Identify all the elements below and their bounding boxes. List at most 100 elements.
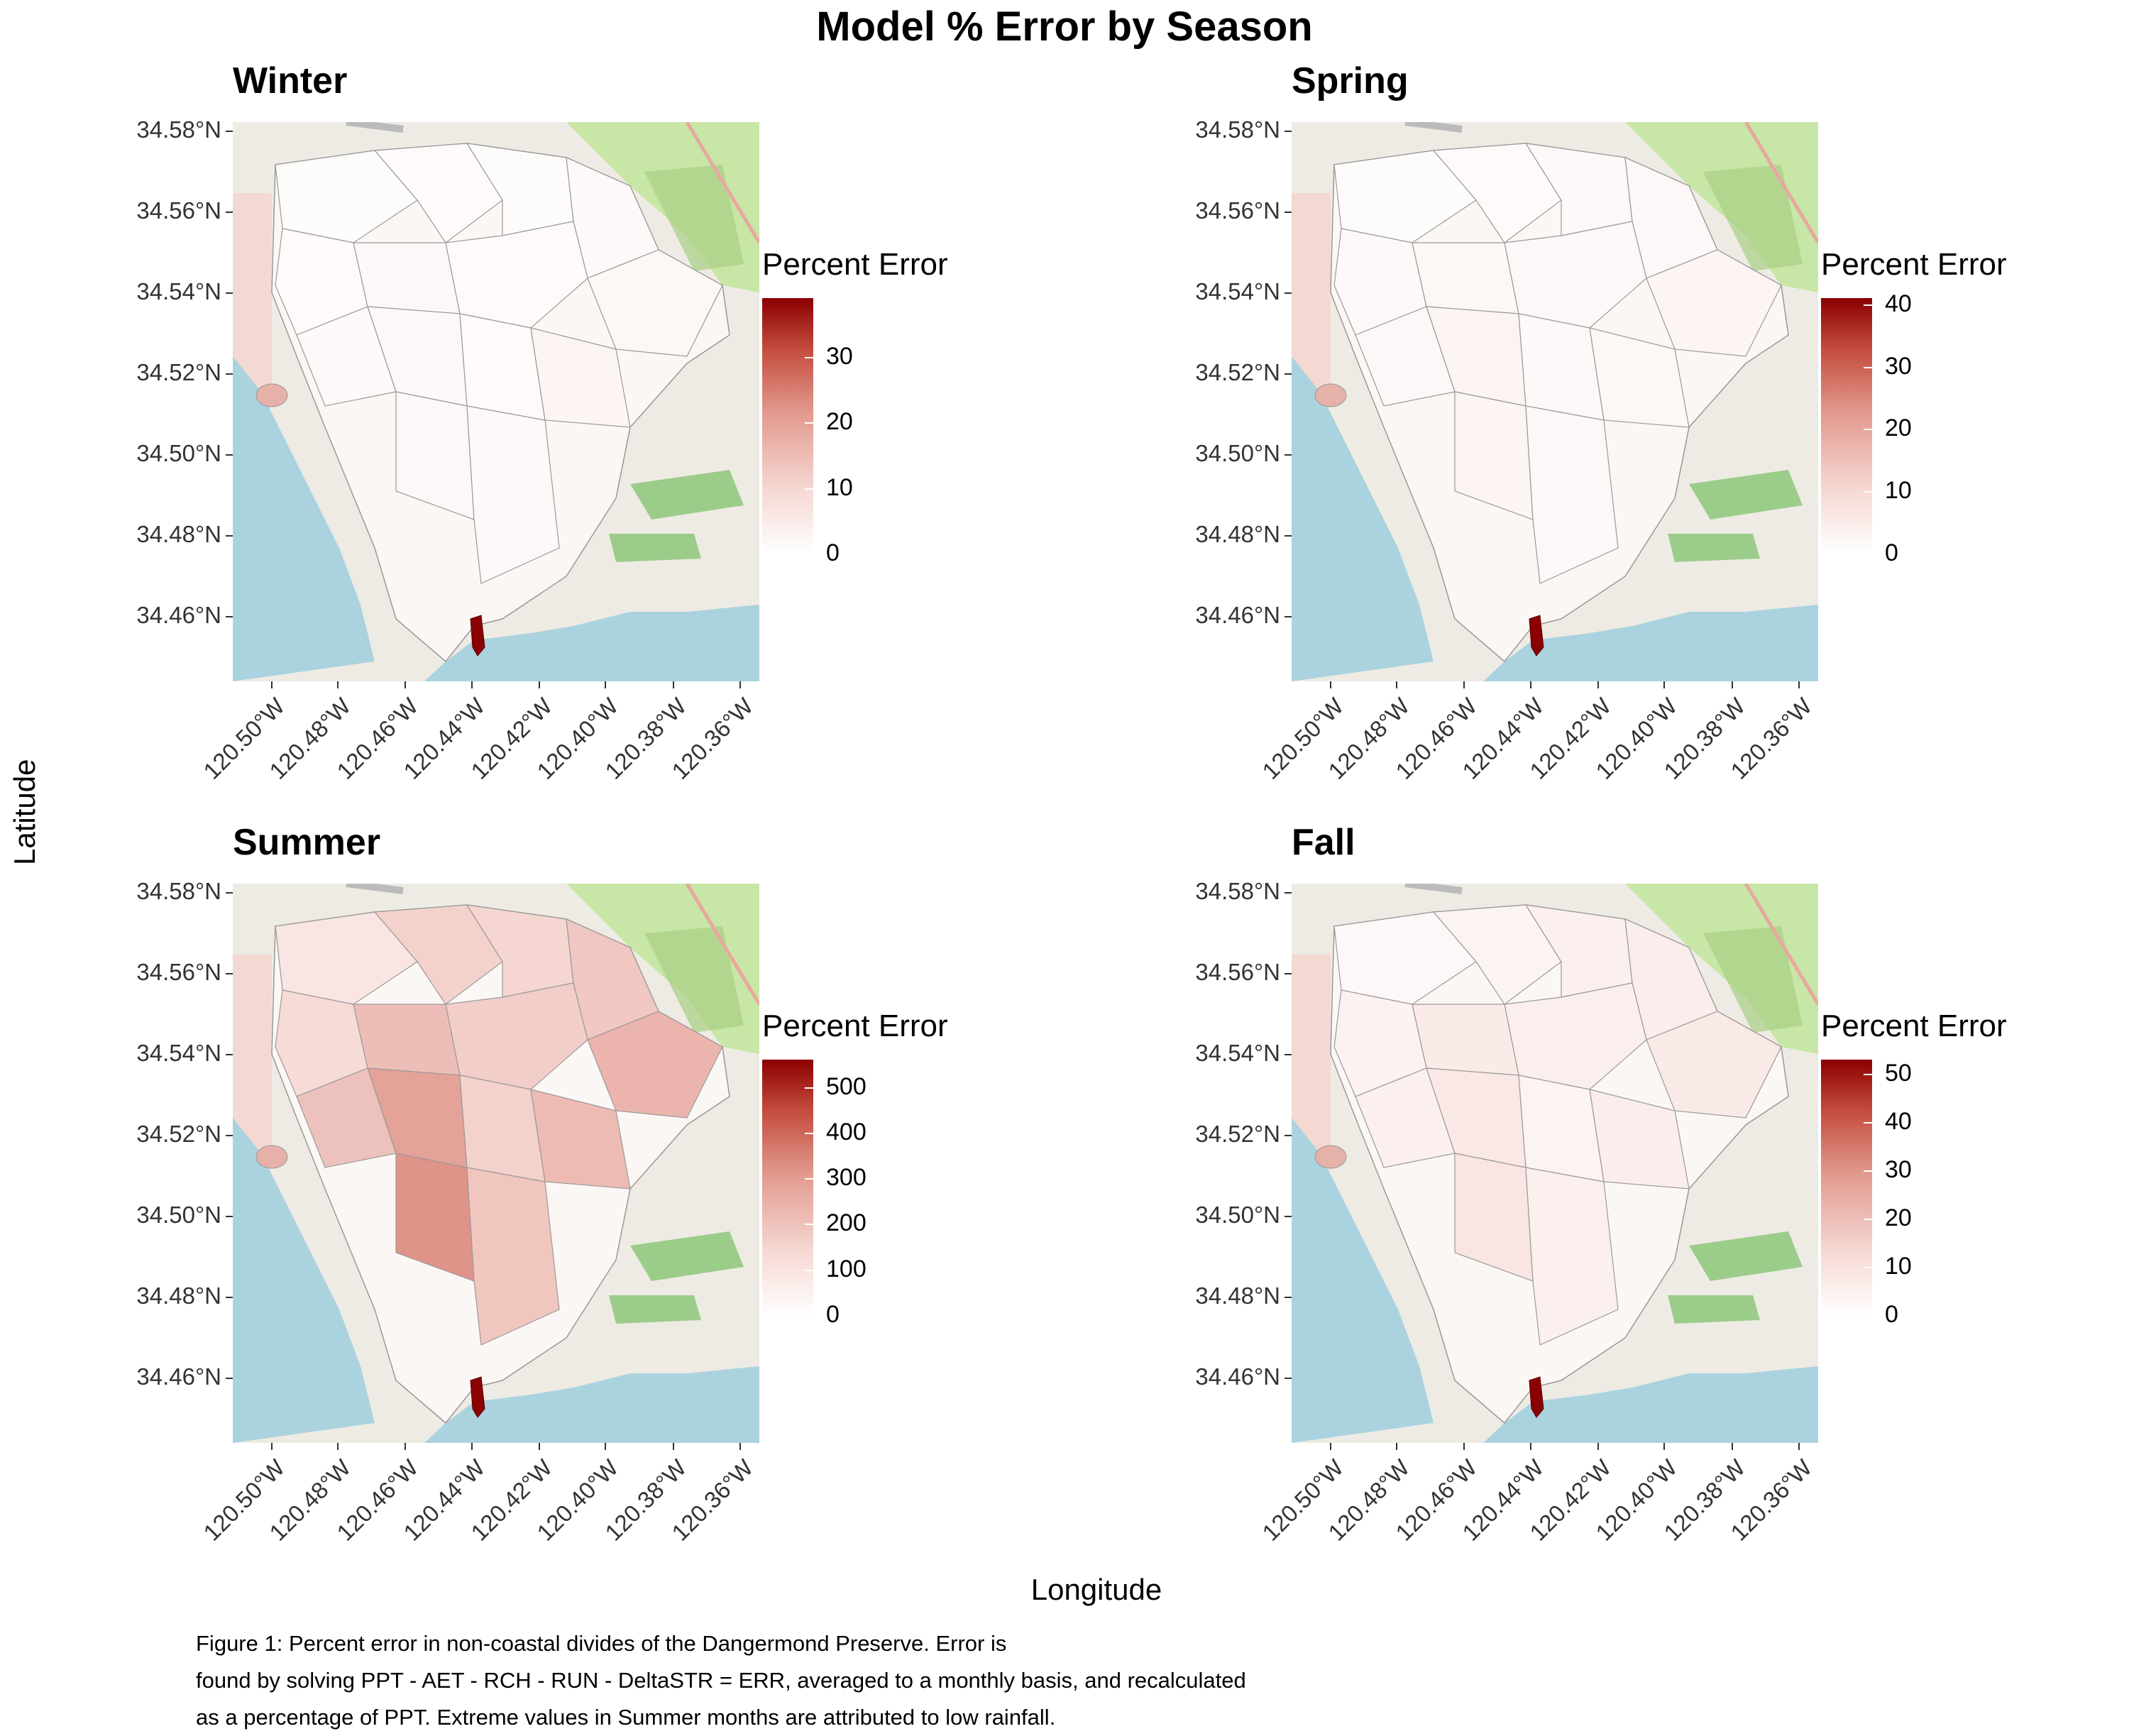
park-area-east bbox=[1689, 1231, 1803, 1281]
legend-tick-mark bbox=[805, 1132, 813, 1134]
park-area-southeast bbox=[1668, 1295, 1760, 1324]
ocean-south bbox=[1483, 605, 1818, 681]
ocean-south bbox=[424, 1366, 759, 1443]
lon-tick-mark bbox=[271, 681, 273, 688]
watershed-region bbox=[1432, 143, 1562, 243]
lon-tick-mark bbox=[539, 1443, 540, 1450]
legend-tick-mark bbox=[1864, 1122, 1872, 1124]
lat-tick-label: 34.48°N bbox=[136, 1282, 221, 1309]
highway-line bbox=[1744, 122, 1818, 244]
panel-title-spring: Spring bbox=[1292, 60, 1409, 101]
legend-tick-mark bbox=[1864, 491, 1872, 493]
legend-tick-label: 100 bbox=[826, 1255, 867, 1282]
lon-tick-mark bbox=[1463, 681, 1465, 688]
watershed-region bbox=[1646, 249, 1782, 357]
lon-tick-mark bbox=[1732, 681, 1733, 688]
legend-tick-mark bbox=[805, 357, 813, 359]
figure-caption: Figure 1: Percent error in non-coastal d… bbox=[196, 1625, 1246, 1736]
lat-tick-mark bbox=[226, 973, 233, 974]
lat-tick-mark bbox=[226, 892, 233, 894]
lat-tick-mark bbox=[226, 292, 233, 294]
legend-tick-label: 30 bbox=[1885, 352, 1912, 380]
legend-tick-mark bbox=[805, 488, 813, 490]
lat-tick-label: 34.54°N bbox=[136, 278, 221, 304]
map-winter[interactable] bbox=[233, 122, 759, 681]
watershed-region bbox=[1525, 1167, 1619, 1346]
highway-line bbox=[685, 122, 759, 244]
lat-tick-label: 34.46°N bbox=[1195, 602, 1280, 628]
map-fall[interactable] bbox=[1292, 884, 1818, 1443]
ocean-west bbox=[233, 1118, 375, 1443]
landuse-west bbox=[1292, 193, 1331, 392]
lon-tick-mark bbox=[739, 1443, 741, 1450]
legend-tick-label: 0 bbox=[826, 1301, 840, 1328]
lon-tick-mark bbox=[1597, 1443, 1599, 1450]
legend-tick-mark bbox=[805, 422, 813, 424]
watershed-region bbox=[530, 1089, 631, 1190]
landuse-west bbox=[233, 955, 272, 1153]
legend-tick-label: 50 bbox=[1885, 1060, 1912, 1087]
watershed-region bbox=[275, 150, 418, 243]
legend-tick-label: 40 bbox=[1885, 290, 1912, 317]
lat-tick-label: 34.52°N bbox=[1195, 359, 1280, 385]
figure-title: Model % Error by Season bbox=[816, 4, 1313, 50]
map-summer[interactable] bbox=[233, 884, 759, 1443]
watershed-region bbox=[587, 1011, 723, 1119]
road-north bbox=[1404, 122, 1463, 133]
park-area-east bbox=[630, 470, 744, 520]
legend-title: Percent Error bbox=[1821, 1009, 2007, 1043]
lat-tick-mark bbox=[1284, 973, 1292, 974]
legend-tick-mark bbox=[805, 554, 813, 555]
lat-tick-label: 34.58°N bbox=[1195, 116, 1280, 143]
lon-tick-mark bbox=[1330, 1443, 1331, 1450]
lat-tick-mark bbox=[226, 1054, 233, 1055]
coastal-divide-west bbox=[255, 1145, 288, 1169]
watershed-region bbox=[373, 904, 503, 1005]
park-area-southeast bbox=[1668, 534, 1760, 562]
ocean-south bbox=[424, 605, 759, 681]
legend-tick-label: 500 bbox=[826, 1072, 867, 1100]
watershed-region bbox=[1412, 242, 1519, 314]
legend-tick-mark bbox=[1864, 1074, 1872, 1076]
legend-colorbar bbox=[1821, 1060, 1872, 1315]
lat-tick-label: 34.58°N bbox=[1195, 878, 1280, 904]
lon-tick-mark bbox=[1663, 681, 1665, 688]
lat-tick-mark bbox=[1284, 1054, 1292, 1055]
legend-tick-mark bbox=[1864, 1170, 1872, 1172]
panel-title-fall: Fall bbox=[1292, 822, 1355, 863]
hotspot-divide bbox=[470, 615, 485, 657]
legend-tick-label: 30 bbox=[1885, 1156, 1912, 1184]
park-forest-northeast bbox=[644, 926, 744, 1033]
lat-tick-label: 34.56°N bbox=[136, 959, 221, 985]
road-north bbox=[346, 122, 404, 133]
lat-tick-mark bbox=[1284, 292, 1292, 294]
legend-tick-mark bbox=[1864, 1267, 1872, 1269]
lat-tick-mark bbox=[1284, 616, 1292, 617]
watershed-region bbox=[1589, 327, 1690, 428]
watershed-region bbox=[466, 1167, 560, 1346]
lat-tick-mark bbox=[226, 373, 233, 375]
lat-tick-mark bbox=[226, 1135, 233, 1136]
legend-tick-mark bbox=[1864, 304, 1872, 306]
map-spring[interactable] bbox=[1292, 122, 1818, 681]
legend-tick-label: 10 bbox=[826, 473, 853, 501]
basemap-svg bbox=[233, 122, 759, 681]
lon-tick-mark bbox=[1732, 1443, 1733, 1450]
lat-tick-mark bbox=[226, 1216, 233, 1217]
lat-tick-label: 34.52°N bbox=[136, 1121, 221, 1147]
basemap-svg bbox=[233, 884, 759, 1443]
park-area-southeast bbox=[609, 1295, 701, 1324]
lon-tick-mark bbox=[605, 1443, 606, 1450]
lat-tick-mark bbox=[1284, 535, 1292, 537]
legend-tick-label: 20 bbox=[1885, 414, 1912, 442]
watershed-region bbox=[1412, 1004, 1519, 1076]
basemap-svg bbox=[1292, 122, 1818, 681]
legend-title: Percent Error bbox=[1821, 247, 2007, 282]
lon-tick-mark bbox=[1798, 1443, 1800, 1450]
highway-line bbox=[685, 884, 759, 1006]
lat-tick-label: 34.46°N bbox=[136, 602, 221, 628]
park-forest-northeast bbox=[1703, 926, 1803, 1033]
legend-tick-label: 40 bbox=[1885, 1108, 1912, 1136]
lat-tick-label: 34.52°N bbox=[136, 359, 221, 385]
lat-tick-mark bbox=[226, 454, 233, 456]
